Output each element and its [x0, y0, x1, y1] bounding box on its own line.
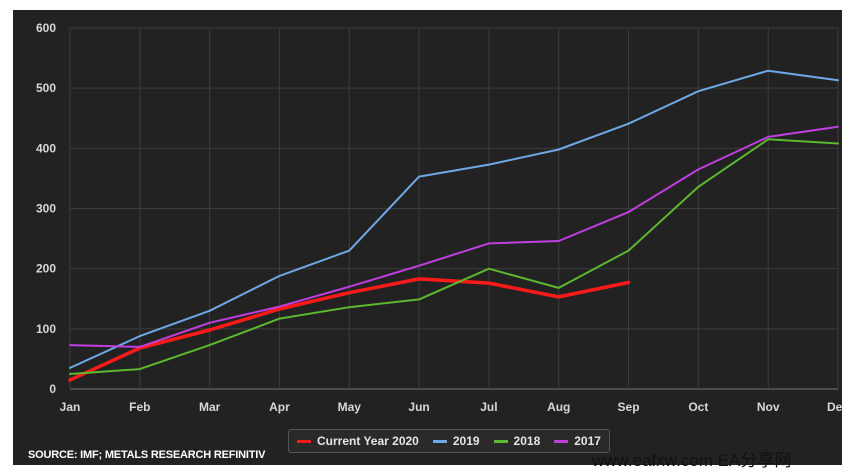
legend-item[interactable]: 2018 — [493, 434, 541, 448]
legend-swatch — [493, 439, 508, 443]
legend-swatch — [432, 439, 447, 443]
x-tick-label: Mar — [199, 400, 221, 414]
chart-legend: Current Year 2020 2019 2018 2017 — [288, 429, 610, 453]
legend-label: 2018 — [513, 434, 541, 448]
series-line-2018 — [69, 138, 839, 375]
series-line-2017 — [69, 125, 839, 348]
x-tick-label: Jul — [480, 400, 497, 414]
x-tick-label: Feb — [129, 400, 150, 414]
y-tick-label: 500 — [36, 81, 56, 95]
x-tick-label: May — [338, 400, 362, 414]
series-line-2019 — [69, 69, 839, 369]
x-tick-label: Sep — [618, 400, 640, 414]
x-tick-label: Jan — [60, 400, 81, 414]
legend-swatch — [297, 439, 311, 443]
legend-swatch — [554, 439, 569, 443]
x-tick-label: Jun — [408, 400, 429, 414]
legend-label: 2019 — [452, 434, 480, 448]
legend-label: 2017 — [574, 434, 601, 448]
legend-label: Current Year 2020 — [317, 434, 419, 448]
legend-item[interactable]: 2017 — [554, 434, 601, 448]
x-tick-label: Nov — [757, 400, 780, 414]
chart-panel: 0 100 200 300 400 500 600 Jan Feb Mar Apr May Jun Jul… — [13, 10, 842, 465]
watermark-text: www.eafxw.com EA分享网 — [592, 451, 792, 470]
x-tick-label: Dec — [827, 400, 842, 414]
y-tick-label: 300 — [36, 202, 56, 216]
source-note: SOURCE: IMF; METALS RESEARCH REFINITIV — [28, 449, 266, 461]
y-tick-label: 400 — [36, 141, 56, 155]
x-tick-label: Oct — [688, 400, 708, 414]
y-tick-label: 600 — [36, 21, 56, 35]
x-tick-label: Aug — [547, 400, 570, 414]
y-tick-label: 200 — [36, 262, 56, 276]
series-line-current-2020 — [68, 277, 631, 382]
legend-item[interactable]: Current Year 2020 — [297, 434, 419, 448]
y-tick-label: 100 — [36, 322, 56, 336]
x-tick-label: Apr — [269, 400, 290, 414]
line-chart: 0 100 200 300 400 500 600 Jan Feb Mar Apr May Jun Jul… — [36, 21, 842, 414]
legend-item[interactable]: 2019 — [432, 434, 480, 448]
y-tick-label: 0 — [49, 382, 56, 396]
